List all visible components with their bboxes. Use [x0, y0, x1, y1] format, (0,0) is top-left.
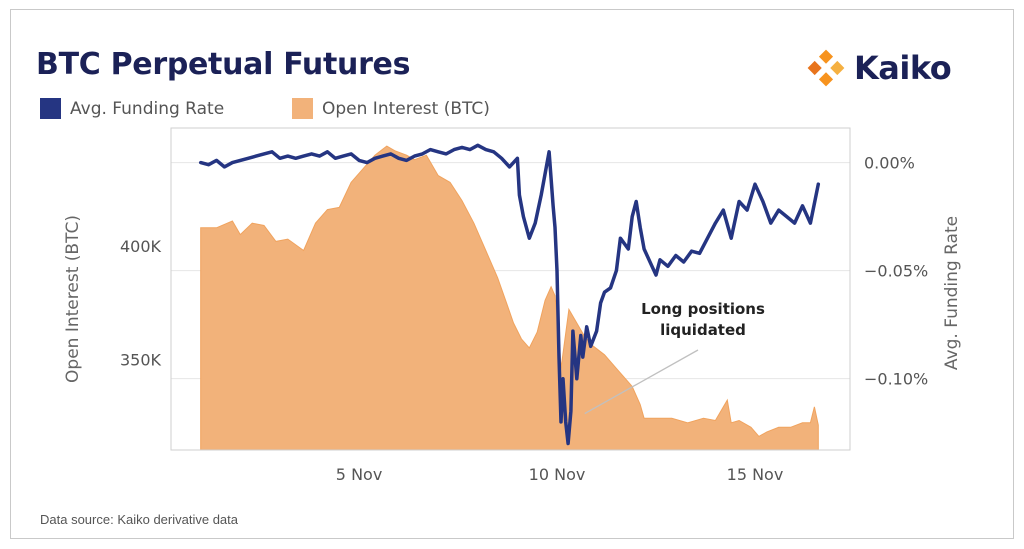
data-source-note: Data source: Kaiko derivative data	[40, 512, 238, 527]
open-interest-area	[200, 145, 819, 451]
y-right-tick-label: 0.00%	[864, 154, 915, 173]
kaiko-logo-icon	[807, 49, 845, 87]
annotation-text: Long positions	[641, 300, 765, 318]
chart-title: BTC Perpetual Futures	[36, 47, 411, 82]
y-right-axis-title: Avg. Funding Rate	[942, 216, 962, 370]
kaiko-logo-text: Kaiko	[854, 49, 952, 87]
chart-card	[10, 9, 1014, 539]
y-left-tick-label: 400K	[120, 237, 162, 256]
legend-label-open-interest: Open Interest (BTC)	[322, 98, 490, 119]
legend-item-open-interest[interactable]: Open Interest (BTC)	[292, 98, 490, 119]
annotation-leader-line	[584, 349, 699, 415]
x-tick-label: 10 Nov	[529, 465, 586, 484]
legend-swatch-funding	[40, 98, 61, 119]
y-left-tick-label: 350K	[120, 350, 162, 369]
funding-rate-line	[198, 143, 821, 446]
x-tick-label: 15 Nov	[727, 465, 784, 484]
plot-frame	[170, 127, 851, 451]
y-right-tick-label: −0.10%	[864, 370, 928, 389]
legend-label-funding: Avg. Funding Rate	[70, 98, 225, 119]
x-tick-label: 5 Nov	[336, 465, 383, 484]
y-right-tick-label: −0.05%	[864, 262, 928, 281]
y-left-axis-title: Open Interest (BTC)	[63, 215, 83, 383]
legend-swatch-open-interest	[292, 98, 313, 119]
kaiko-logo: Kaiko	[806, 48, 952, 88]
legend-item-funding[interactable]: Avg. Funding Rate	[40, 98, 224, 119]
annotation-text: liquidated	[660, 321, 746, 339]
